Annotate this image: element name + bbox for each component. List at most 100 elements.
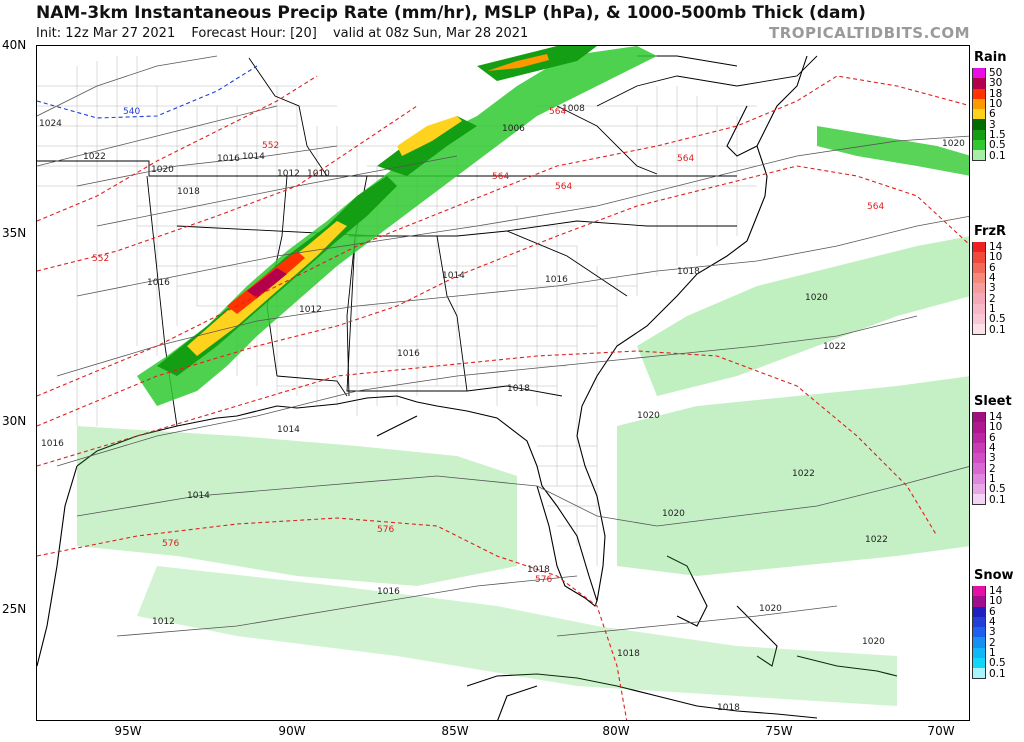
isobar-label: 1022: [865, 535, 888, 545]
isobar-label: 1012: [277, 169, 300, 179]
legend-swatch: [972, 453, 986, 464]
thickness-label: 564: [555, 182, 572, 192]
legend-row: 0.1: [972, 667, 1024, 680]
legend-swatch: [972, 616, 986, 628]
thickness-label: 576: [535, 575, 552, 585]
isobar-label: 1016: [217, 154, 240, 164]
legend-row: 0.1: [972, 493, 1024, 506]
brand-watermark: TROPICALTIDBITS.COM: [769, 24, 970, 42]
isobar-label: 1020: [662, 509, 685, 519]
isobar-label: 1020: [805, 293, 828, 303]
legend-tick: 6: [989, 605, 996, 618]
legend-row: 14: [972, 586, 1024, 596]
legend-swatch: [972, 293, 986, 304]
legend-row: 6: [972, 605, 1024, 618]
legend-tick: 0.1: [989, 667, 1006, 680]
isobar-label: 1020: [862, 637, 885, 647]
isobar-label: 1018: [527, 565, 550, 575]
isobar-label: 1016: [41, 439, 64, 449]
legend-swatch: [972, 658, 986, 669]
isobar-label: 1022: [83, 152, 106, 162]
legend-tick: 3: [989, 452, 996, 465]
legend-tick: 30: [989, 77, 1003, 90]
legend-swatch: [972, 119, 986, 130]
precip-bands: [77, 46, 969, 706]
legend-row: 1: [972, 304, 1024, 314]
lon-label-95w: 95W: [114, 724, 142, 738]
legend-tick: 0.1: [989, 323, 1006, 336]
legend-tick: 10: [989, 98, 1003, 111]
legend-row: 14: [972, 242, 1024, 252]
legend-row: 30: [972, 77, 1024, 90]
isobar-label: 1022: [792, 469, 815, 479]
legend-tick: 14: [989, 241, 1003, 254]
lat-label-35n: 35N: [2, 226, 27, 240]
map-canvas: 1024 1022 1020 1018 1016 1014 1012 1010 …: [37, 46, 969, 720]
legend-swatch: [972, 627, 986, 638]
isobar-label: 1018: [617, 649, 640, 659]
legend-swatch: [972, 442, 986, 454]
isobar-label: 1008: [562, 104, 585, 114]
legend-swatch: [972, 422, 986, 433]
legend-swatch: [972, 140, 986, 151]
isobar-label: 1018: [717, 703, 740, 713]
legend-row: 3: [972, 626, 1024, 639]
legend-snow: Snow 14 10 6 4 3 2 1 0.5 0.1: [972, 568, 1024, 679]
legend-tick: 0.5: [989, 483, 1006, 496]
legend-row: 2: [972, 637, 1024, 648]
legend-tick: 4: [989, 616, 996, 629]
legend-swatch: [972, 150, 986, 161]
thickness-label-group: 540 552 552 564 564 564 564 564 576 576 …: [92, 107, 884, 585]
isobar-label: 1014: [277, 425, 300, 435]
legend-tick: 14: [989, 411, 1003, 424]
isobar-label: 1020: [759, 604, 782, 614]
isobar-label: 1018: [677, 267, 700, 277]
legend-swatch: [972, 129, 986, 141]
isobar-label: 1020: [151, 165, 174, 175]
legend-row: 6: [972, 261, 1024, 274]
legend-tick: 6: [989, 261, 996, 274]
legend-row: 2: [972, 462, 1024, 475]
legend-tick: 50: [989, 67, 1003, 80]
legend-tick: 3: [989, 118, 996, 131]
legend-tick: 3: [989, 626, 996, 639]
lon-label-90w: 90W: [278, 724, 306, 738]
legend-title-sleet: Sleet: [974, 394, 1012, 409]
legend-tick: 1.5: [989, 128, 1006, 141]
isobar-label: 1022: [823, 342, 846, 352]
legend-swatch: [972, 242, 986, 253]
legend-row: 1: [972, 474, 1024, 484]
legend-swatch: [972, 473, 986, 485]
lon-label-70w: 70W: [927, 724, 955, 738]
weather-map[interactable]: 1024 1022 1020 1018 1016 1014 1012 1010 …: [36, 45, 970, 721]
lat-label-40n: 40N: [2, 38, 27, 52]
legend-row: 4: [972, 273, 1024, 283]
legend-tick: 10: [989, 251, 1003, 264]
isobar-label: 1020: [942, 139, 965, 149]
legend-swatch: [972, 637, 986, 648]
legend-swatch: [972, 412, 986, 423]
legend-tick: 0.5: [989, 139, 1006, 152]
legend-swatch: [972, 606, 986, 617]
legend-tick: 4: [989, 442, 996, 455]
legend-tick: 2: [989, 462, 996, 475]
legend-row: 10: [972, 99, 1024, 109]
legend-swatch: [972, 109, 986, 120]
isobars: [37, 55, 969, 637]
legend-swatch: [972, 78, 986, 89]
legend-row: 3: [972, 452, 1024, 465]
thickness-label: 564: [867, 202, 884, 212]
forecast-subtitle: Init: 12z Mar 27 2021 Forecast Hour: [20…: [36, 26, 540, 41]
isobar-label: 1006: [502, 124, 525, 134]
legend-swatch: [972, 484, 986, 495]
legend-swatch: [972, 262, 986, 273]
isobar-label: 1018: [507, 384, 530, 394]
isobar-label: 1016: [397, 349, 420, 359]
legend-tick: 0.1: [989, 493, 1006, 506]
lon-label-75w: 75W: [765, 724, 793, 738]
isobar-label: 1010: [307, 169, 330, 179]
legend-tick: 6: [989, 108, 996, 121]
legend-swatch: [972, 647, 986, 659]
thickness-label: 576: [162, 539, 179, 549]
legend-tick: 1: [989, 646, 996, 659]
